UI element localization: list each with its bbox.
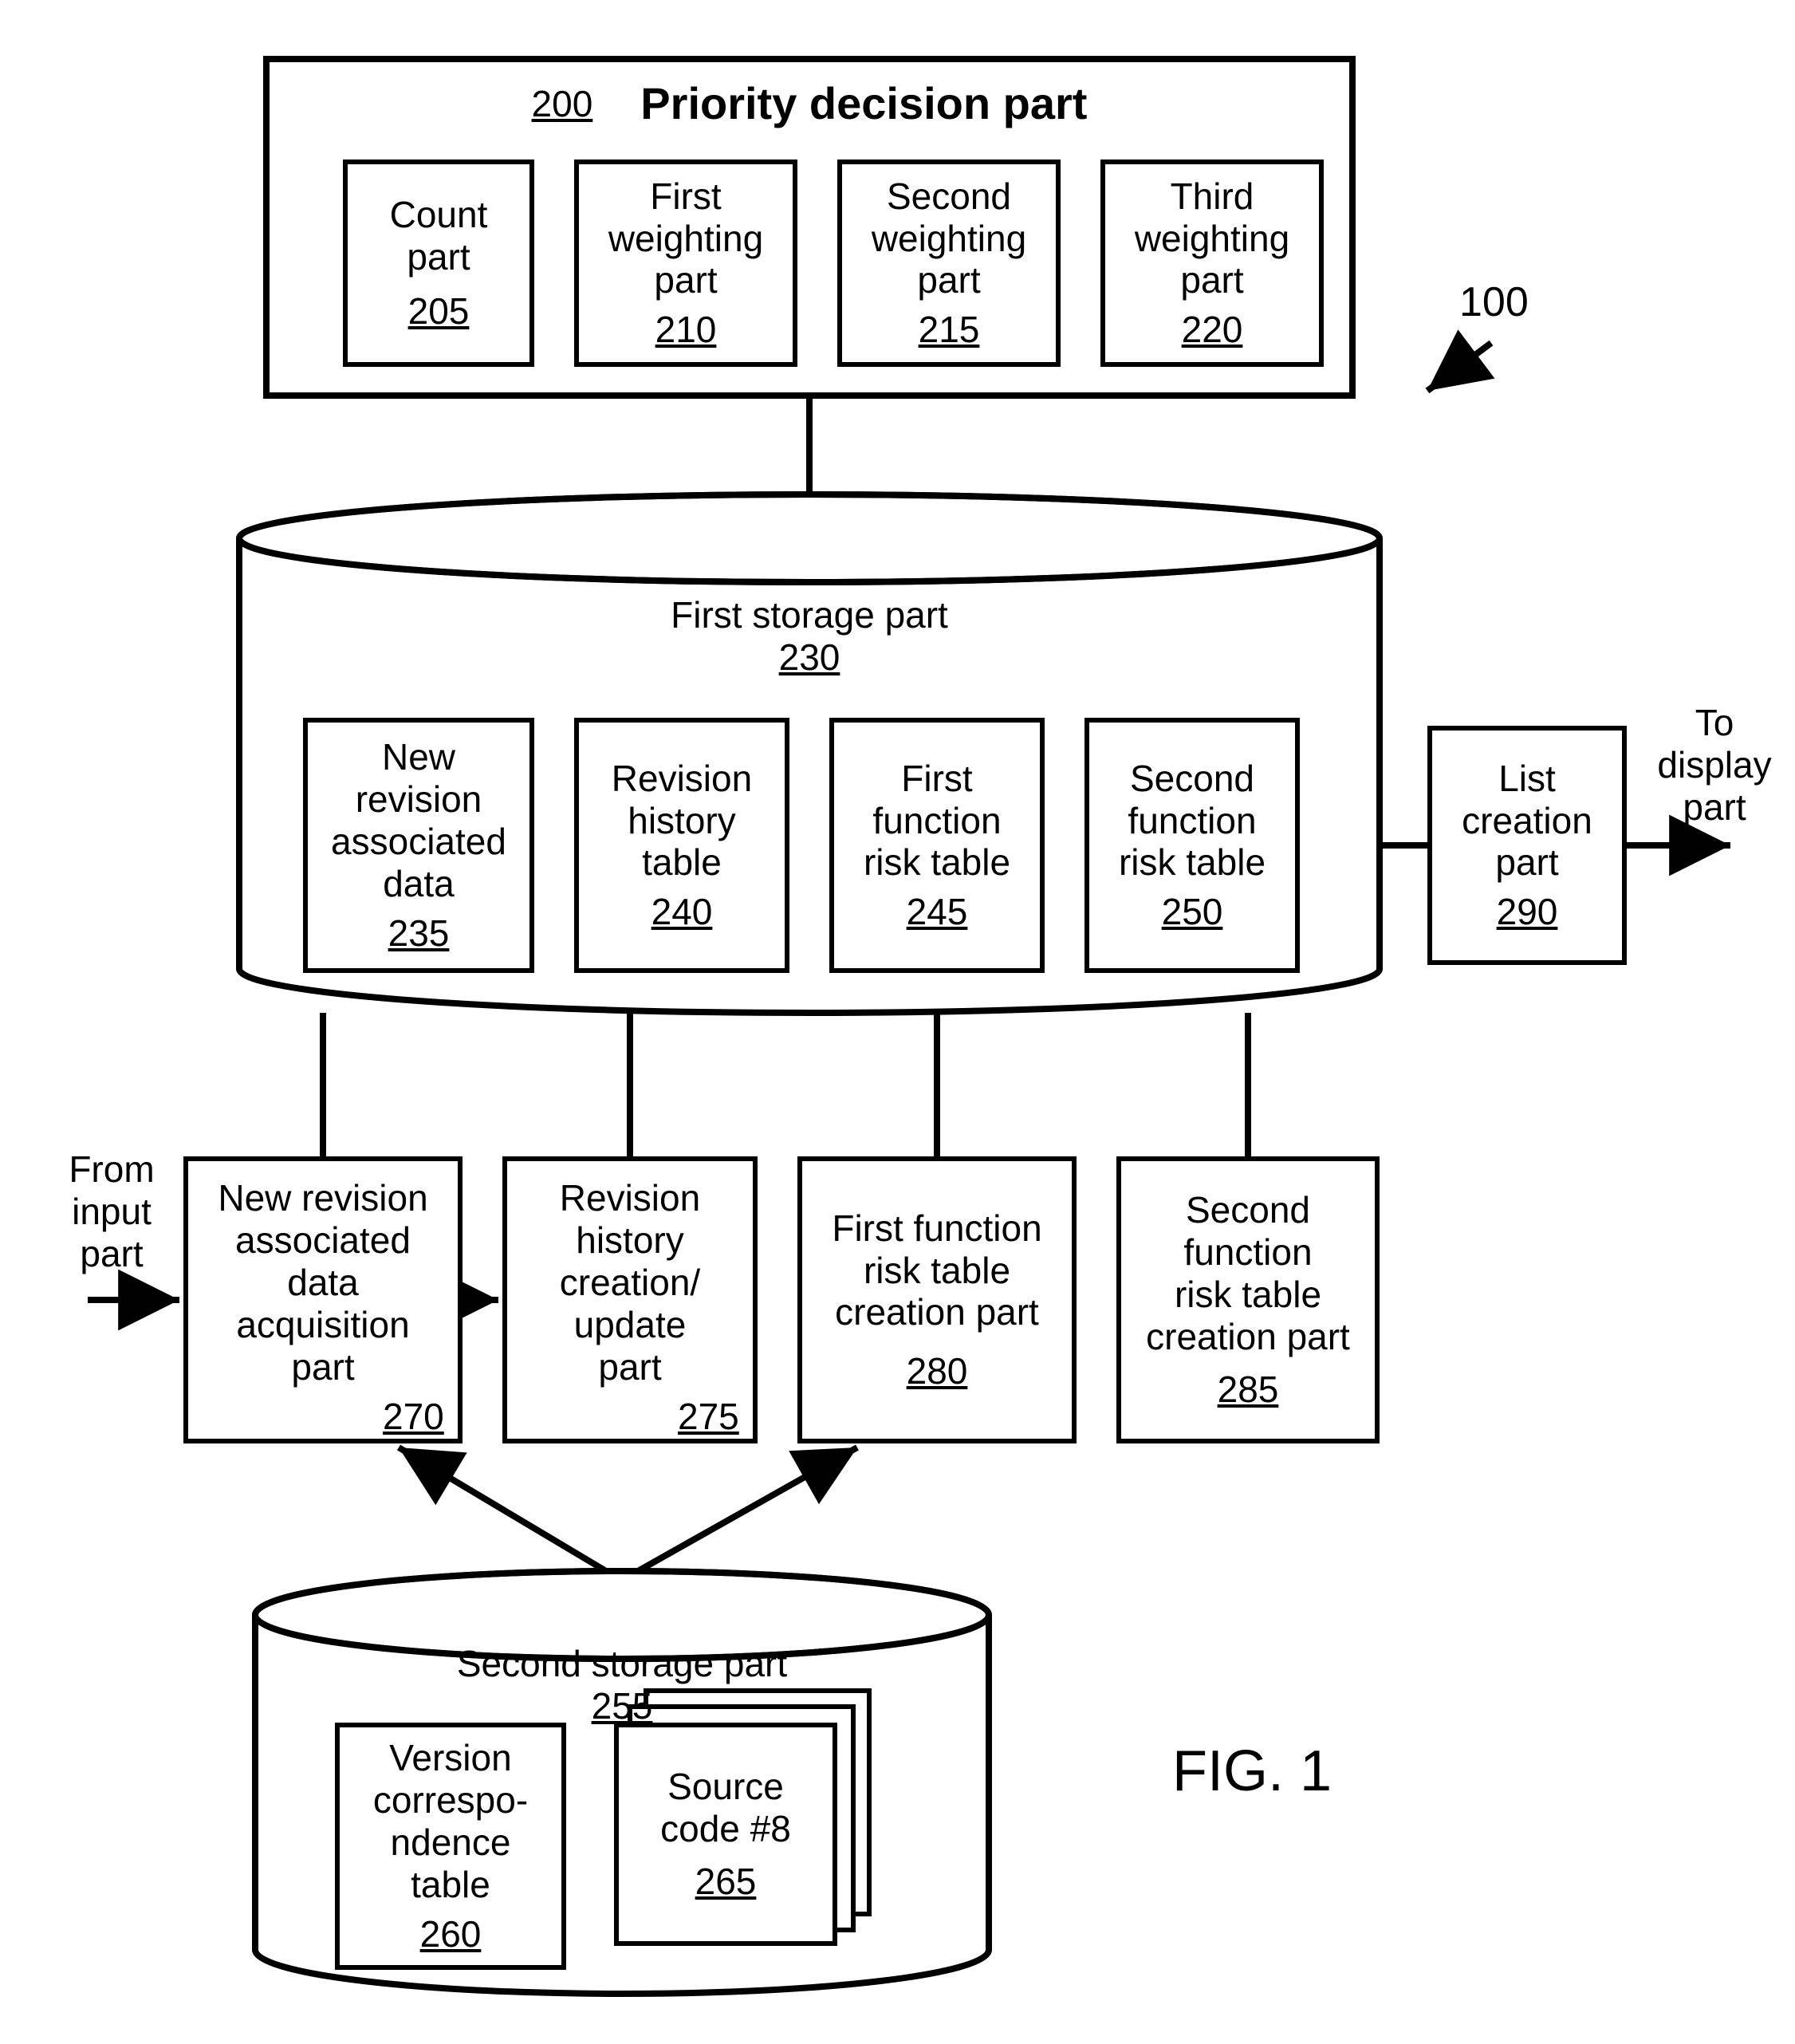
revision-history-table-ref: 240: [651, 890, 713, 933]
priority-ref: 200: [532, 82, 593, 125]
second-storage-title: Second storage part 255: [255, 1643, 989, 1727]
second-fn-creation-box: Second function risk table creation part…: [1116, 1156, 1380, 1443]
first-storage-title: First storage part 230: [239, 594, 1380, 679]
source-code-label: Source code #8: [660, 1766, 791, 1850]
second-function-risk-table-box: Second function risk table 250: [1084, 718, 1300, 973]
from-input-label: From input part: [48, 1148, 175, 1275]
list-creation-box: List creation part 290: [1427, 726, 1627, 965]
new-revision-acq-label: New revision associated data acquisition…: [218, 1177, 427, 1388]
first-fn-creation-ref: 280: [907, 1349, 968, 1392]
third-weighting-ref: 220: [1182, 308, 1243, 351]
new-revision-data-box: New revision associated data 235: [303, 718, 534, 973]
second-weighting-label: Second weighting part: [872, 175, 1026, 302]
revision-history-cu-label: Revision history creation/ update part: [560, 1177, 700, 1388]
third-weighting-label: Third weighting part: [1135, 175, 1289, 302]
list-creation-label: List creation part: [1462, 758, 1592, 884]
second-fn-creation-label: Second function risk table creation part: [1146, 1189, 1350, 1358]
source-code-ref: 265: [695, 1860, 757, 1903]
version-table-label: Version correspo- ndence table: [373, 1737, 528, 1906]
first-fn-creation-box: First function risk table creation part …: [797, 1156, 1077, 1443]
second-weighting-box: Second weighting part 215: [837, 160, 1061, 367]
diagram-canvas: 200 Priority decision part Count part 20…: [0, 0, 1795, 2044]
revision-history-table-box: Revision history table 240: [574, 718, 789, 973]
first-weighting-ref: 210: [655, 308, 717, 351]
first-weighting-label: First weighting part: [608, 175, 763, 302]
count-part-label: Count part: [390, 194, 488, 278]
third-weighting-box: Third weighting part 220: [1100, 160, 1324, 367]
second-fn-creation-ref: 285: [1218, 1368, 1279, 1411]
list-creation-ref: 290: [1497, 890, 1558, 933]
priority-title: Priority decision part: [640, 78, 1087, 129]
new-revision-acq-ref: 270: [383, 1396, 444, 1437]
first-function-risk-table-ref: 245: [907, 890, 968, 933]
to-display-label: To display part: [1643, 702, 1786, 829]
version-table-box: Version correspo- ndence table 260: [335, 1723, 566, 1970]
second-function-risk-table-label: Second function risk table: [1119, 758, 1266, 884]
figure-label: FIG. 1: [1172, 1739, 1332, 1805]
revision-history-table-label: Revision history table: [612, 758, 752, 884]
first-function-risk-table-box: First function risk table 245: [829, 718, 1045, 973]
count-part-box: Count part 205: [343, 160, 534, 367]
new-revision-data-ref: 235: [388, 912, 450, 955]
second-weighting-ref: 215: [919, 308, 980, 351]
count-part-ref: 205: [408, 289, 470, 333]
first-fn-creation-label: First function risk table creation part: [832, 1207, 1041, 1334]
first-function-risk-table-label: First function risk table: [864, 758, 1010, 884]
source-code-box: Source code #8 265: [614, 1723, 837, 1946]
version-table-ref: 260: [420, 1912, 482, 1955]
new-revision-data-label: New revision associated data: [331, 736, 506, 905]
ref-100: 100: [1459, 279, 1529, 327]
first-weighting-box: First weighting part 210: [574, 160, 797, 367]
revision-history-cu-ref: 275: [678, 1396, 739, 1437]
second-function-risk-table-ref: 250: [1162, 890, 1223, 933]
